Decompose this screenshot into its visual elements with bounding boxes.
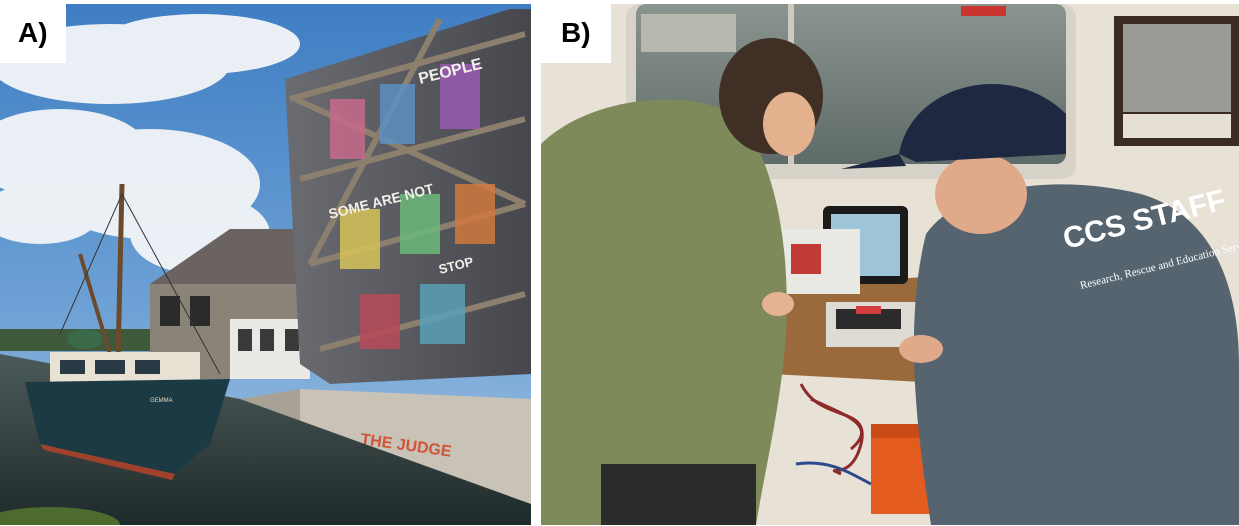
panel-a-label: A) <box>0 4 66 63</box>
boat-cabin-photo: CCS STAFF Research, Rescue and Education… <box>541 4 1239 525</box>
person-right: CCS STAFF Research, Rescue and Education… <box>841 84 1239 525</box>
foreground-bush <box>0 507 120 525</box>
boat-name: GEMMA <box>150 398 173 404</box>
fishing-boat: GEMMA <box>25 183 230 480</box>
person-left <box>541 38 823 525</box>
harbor-photo: PEOPLE SOME ARE NOT STOP THE JUDGE GEMMA <box>0 4 531 525</box>
photo-panel-a: PEOPLE SOME ARE NOT STOP THE JUDGE GEMMA <box>0 4 531 525</box>
harbor-house <box>150 229 310 379</box>
panel-b-label: B) <box>541 4 611 63</box>
electronics-box <box>778 229 916 347</box>
blue-cable <box>795 461 872 486</box>
cables <box>799 383 864 476</box>
photo-panel-b: CCS STAFF Research, Rescue and Education… <box>541 4 1239 525</box>
framed-photo <box>1114 16 1239 146</box>
raised-drawbridge: PEOPLE SOME ARE NOT STOP <box>285 9 531 384</box>
